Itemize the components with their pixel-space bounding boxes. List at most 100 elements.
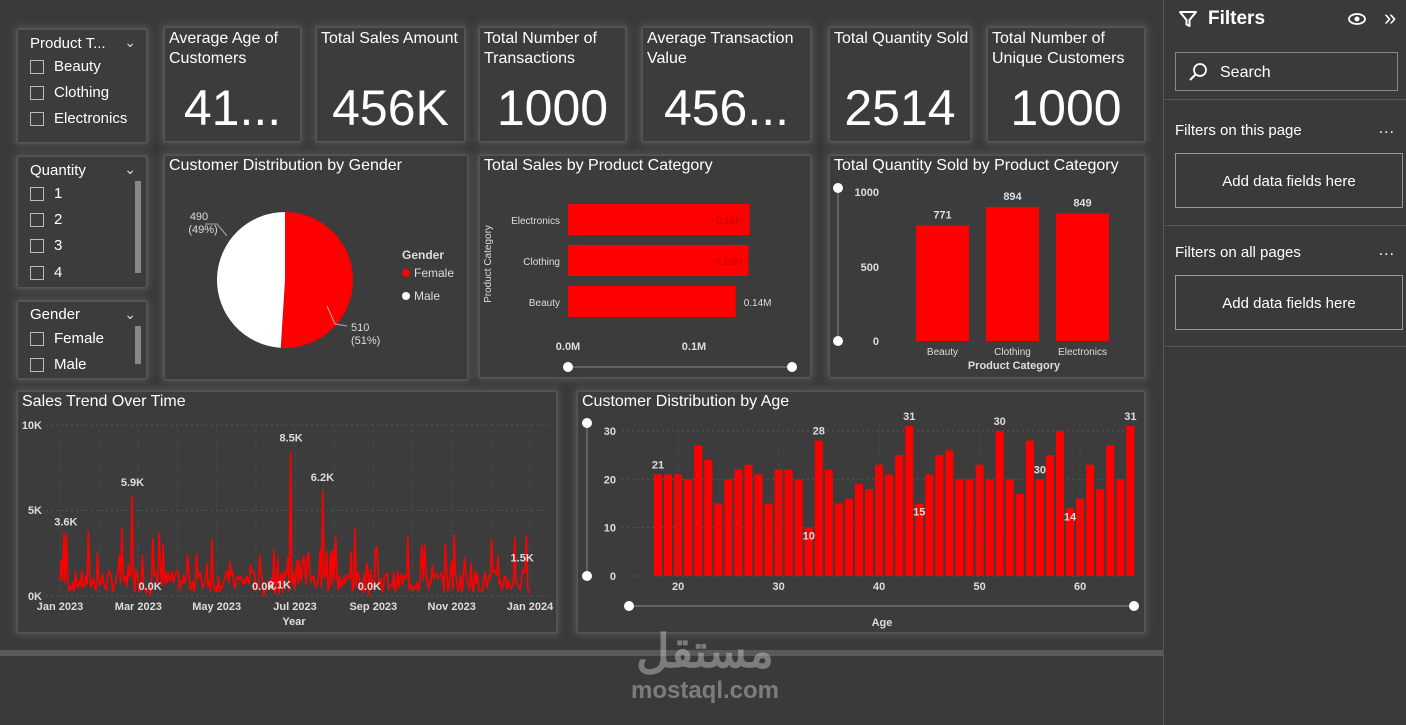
checkbox[interactable] <box>30 111 44 126</box>
bar[interactable] <box>895 455 904 576</box>
bar[interactable] <box>1066 508 1075 576</box>
sales-trend-visual[interactable]: Sales Trend Over Time 10K 5K 0K Year Jan… <box>18 392 556 632</box>
bar[interactable] <box>774 469 783 576</box>
bar[interactable] <box>784 469 793 576</box>
card-total-transactions[interactable]: Total Number of Transactions 1000 <box>480 28 625 141</box>
bar[interactable] <box>714 503 723 576</box>
bar[interactable] <box>568 286 736 317</box>
card-total-quantity[interactable]: Total Quantity Sold 2514 <box>830 28 970 141</box>
bar[interactable] <box>568 245 749 276</box>
sales-by-category-visual[interactable]: Total Sales by Product Category Product … <box>480 156 810 377</box>
bar[interactable] <box>1106 445 1115 576</box>
bar[interactable] <box>1096 488 1105 576</box>
bar[interactable] <box>824 469 833 576</box>
bar[interactable] <box>804 527 813 576</box>
zoom-slider-handle-left[interactable] <box>624 601 634 611</box>
bar[interactable] <box>925 474 934 576</box>
bar[interactable] <box>965 479 974 576</box>
bar[interactable] <box>764 503 773 576</box>
bar[interactable] <box>664 474 673 576</box>
collapse-pane-icon[interactable]: » <box>1384 5 1397 30</box>
scrollbar[interactable] <box>135 181 141 273</box>
bar[interactable] <box>865 488 874 576</box>
bar[interactable] <box>1126 426 1135 576</box>
slicer-option-clothing[interactable]: Clothing <box>30 84 109 101</box>
slicer-option-1[interactable]: 1 <box>30 185 62 202</box>
bar[interactable] <box>945 450 954 576</box>
bar[interactable] <box>724 479 733 576</box>
bar[interactable] <box>1025 440 1034 576</box>
checkbox[interactable] <box>30 357 44 372</box>
zoom-slider-handle-bottom[interactable] <box>582 571 592 581</box>
slicer-option-4[interactable]: 4 <box>30 264 62 281</box>
slicer-option-2[interactable]: 2 <box>30 211 62 228</box>
bar[interactable] <box>1056 430 1064 576</box>
bar[interactable] <box>654 474 662 576</box>
slicer-option-beauty[interactable]: Beauty <box>30 58 101 75</box>
bar[interactable] <box>905 426 914 576</box>
bar[interactable] <box>684 479 693 576</box>
bar[interactable] <box>694 445 703 576</box>
checkbox[interactable] <box>30 186 44 201</box>
sales-series-line[interactable] <box>59 450 531 597</box>
bar[interactable] <box>1076 498 1085 576</box>
bar[interactable] <box>704 459 713 576</box>
bar[interactable] <box>1045 455 1054 576</box>
more-options-icon[interactable]: ... <box>1378 242 1395 259</box>
filters-search-input[interactable]: Search <box>1175 52 1398 91</box>
bar[interactable] <box>1005 479 1014 576</box>
slicer-option-electronics[interactable]: Electronics <box>30 110 127 127</box>
chevron-down-icon[interactable]: ⌄ <box>124 34 136 50</box>
card-average-age[interactable]: Average Age of Customers 41... <box>165 28 300 141</box>
zoom-slider-handle-right[interactable] <box>787 362 797 372</box>
slicer-option-female[interactable]: Female <box>30 330 104 347</box>
card-unique-customers[interactable]: Total Number of Unique Customers 1000 <box>988 28 1144 141</box>
eye-icon[interactable] <box>1347 12 1367 26</box>
chevron-down-icon[interactable]: ⌄ <box>124 161 136 177</box>
bar[interactable] <box>855 484 863 576</box>
checkbox[interactable] <box>30 85 44 100</box>
bar[interactable] <box>955 479 964 576</box>
gender-pie-visual[interactable]: Customer Distribution by Gender 490 (49%… <box>165 156 467 379</box>
bar[interactable] <box>985 479 994 576</box>
bar[interactable] <box>916 225 969 341</box>
checkbox[interactable] <box>30 238 44 253</box>
pie-slice-female[interactable] <box>280 212 354 348</box>
bar[interactable] <box>1116 479 1125 576</box>
all-pages-filters-dropzone[interactable]: Add data fields here <box>1175 275 1403 330</box>
bar[interactable] <box>754 474 763 576</box>
chevron-down-icon[interactable]: ⌄ <box>124 306 136 322</box>
bar[interactable] <box>1035 479 1044 576</box>
page-filters-dropzone[interactable]: Add data fields here <box>1175 153 1403 208</box>
card-average-transaction[interactable]: Average Transaction Value 456... <box>643 28 810 141</box>
slicer-option-3[interactable]: 3 <box>30 237 62 254</box>
bar[interactable] <box>915 503 924 576</box>
checkbox[interactable] <box>30 59 44 74</box>
zoom-slider-handle-top[interactable] <box>582 418 592 428</box>
bar[interactable] <box>844 498 853 576</box>
more-options-icon[interactable]: ... <box>1378 120 1395 137</box>
zoom-slider-handle-bottom[interactable] <box>833 336 843 346</box>
bar[interactable] <box>568 204 750 235</box>
bar[interactable] <box>995 430 1004 576</box>
qty-by-category-visual[interactable]: Total Quantity Sold by Product Category … <box>830 156 1144 377</box>
bar[interactable] <box>935 455 944 576</box>
scrollbar[interactable] <box>135 326 141 364</box>
slicer-option-male[interactable]: Male <box>30 356 87 373</box>
bar[interactable] <box>885 474 894 576</box>
bar[interactable] <box>734 469 743 576</box>
bar[interactable] <box>1015 493 1024 576</box>
age-distribution-visual[interactable]: Customer Distribution by Age Age 0 10 20 30… <box>578 392 1144 632</box>
checkbox[interactable] <box>30 265 44 280</box>
pie-slice-male[interactable] <box>217 212 285 348</box>
bar[interactable] <box>1086 464 1095 576</box>
bar[interactable] <box>834 503 843 576</box>
bar[interactable] <box>744 464 753 576</box>
checkbox[interactable] <box>30 212 44 227</box>
bar[interactable] <box>794 479 803 576</box>
bar[interactable] <box>814 440 823 576</box>
zoom-slider-handle-left[interactable] <box>563 362 573 372</box>
zoom-slider-handle-top[interactable] <box>833 183 843 193</box>
zoom-slider-handle-right[interactable] <box>1129 601 1139 611</box>
bar[interactable] <box>1056 213 1109 341</box>
